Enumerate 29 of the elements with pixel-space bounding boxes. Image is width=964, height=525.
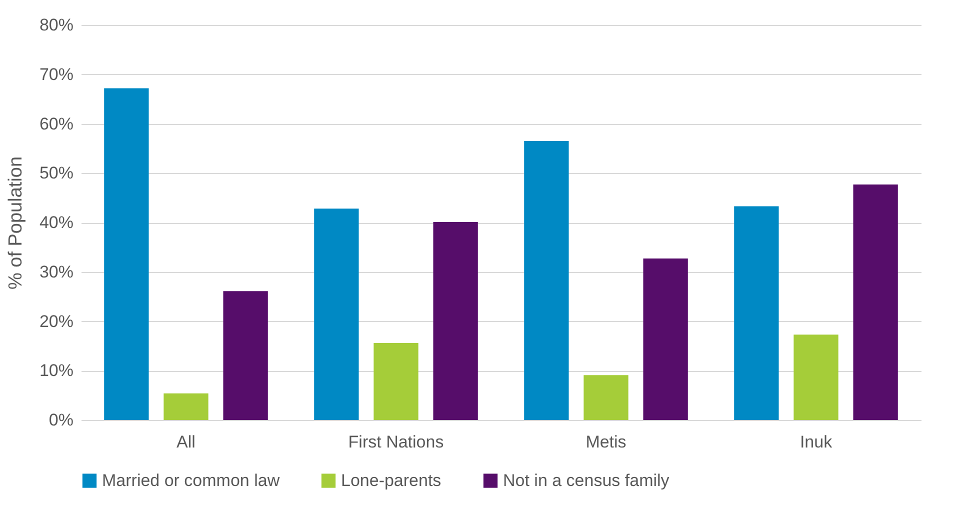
legend-label: Not in a census family	[503, 470, 670, 490]
y-tick-label: 80%	[39, 16, 74, 34]
y-tick-label: 0%	[48, 410, 74, 430]
bar	[223, 291, 268, 420]
y-tick-label: 10%	[39, 361, 74, 380]
bar	[164, 393, 208, 420]
bar	[104, 88, 149, 420]
y-tick-label: 70%	[39, 64, 74, 84]
y-axis-title: % of Population	[5, 156, 26, 290]
y-tick-label: 40%	[39, 213, 74, 232]
y-tick-label: 60%	[39, 114, 74, 134]
bar	[643, 258, 688, 420]
bar	[524, 141, 569, 420]
legend-label: Lone-parents	[341, 470, 442, 490]
x-tick-label: First Nations	[348, 432, 444, 452]
x-tick-label: All	[176, 432, 196, 452]
bar	[584, 375, 628, 420]
bar	[314, 208, 359, 420]
bar	[374, 342, 418, 420]
bar	[794, 334, 838, 420]
y-tick-label: 30%	[39, 262, 74, 282]
legend-label: Married or common law	[102, 470, 280, 490]
bar	[433, 222, 478, 420]
x-tick-label: Metis	[586, 432, 626, 452]
x-tick-label: Inuk	[800, 432, 833, 452]
bar	[853, 184, 898, 420]
bar	[734, 206, 779, 420]
y-tick-label: 50%	[39, 164, 74, 183]
y-tick-label: 20%	[39, 312, 74, 331]
